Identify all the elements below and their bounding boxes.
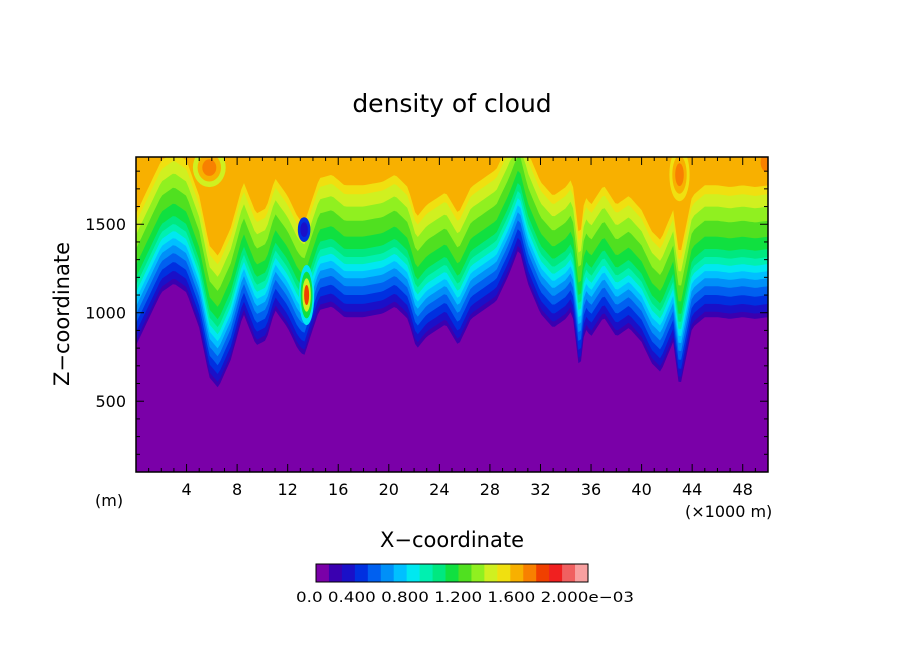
colorbar-swatch: [562, 564, 576, 582]
colorbar-swatch: [510, 564, 524, 582]
colorbar-labels: 0.0 0.400 0.800 1.200 1.600 2.000e−03: [296, 590, 634, 606]
y-tick-label: 1000: [85, 304, 126, 323]
cloud-density-bands: [136, 157, 768, 388]
x-axis-title: X−coordinate: [380, 528, 524, 552]
density-core-4-1: [760, 157, 768, 172]
colorbar-frame: [315, 563, 589, 583]
x-tick-label: 40: [631, 480, 651, 499]
x-tick-label: 20: [379, 480, 399, 499]
x-tick-label: 12: [278, 480, 298, 499]
colorbar-swatch: [419, 564, 433, 582]
x-tick-label: 24: [429, 480, 449, 499]
colorbar-swatch: [458, 564, 472, 582]
colorbar-swatch: [393, 564, 408, 582]
colorbar-swatch: [354, 564, 369, 582]
colorbar-swatch: [549, 564, 563, 582]
density-core-1-1: [300, 222, 308, 238]
x-tick-label: 32: [530, 480, 550, 499]
y-axis: 500 1000 1500: [85, 170, 768, 455]
colorbar-swatch: [406, 564, 421, 582]
y-tick-label: 1500: [85, 215, 126, 234]
colorbar-swatch: [380, 564, 395, 582]
density-core-0-3: [304, 285, 310, 305]
colorbar-swatch: [341, 564, 356, 582]
colorbar-swatch: [328, 564, 343, 582]
colorbar-swatch: [445, 564, 459, 582]
y-axis-title: Z−coordinate: [50, 242, 74, 386]
x-unit-label: (×1000 m): [685, 502, 772, 521]
colorbar: [315, 563, 589, 583]
x-tick-label: 28: [480, 480, 500, 499]
y-tick-label: 500: [95, 392, 126, 411]
x-tick-label: 4: [181, 480, 191, 499]
colorbar-swatch: [432, 564, 446, 582]
colorbar-swatch: [497, 564, 511, 582]
colorbar-swatch: [484, 564, 498, 582]
chart-title: density of cloud: [352, 89, 551, 118]
x-tick-label: 8: [232, 480, 242, 499]
x-tick-label: 16: [328, 480, 348, 499]
colorbar-swatch: [575, 564, 589, 582]
x-tick-label: 44: [682, 480, 702, 499]
colorbar-swatch: [316, 564, 330, 582]
y-unit-label: (m): [95, 491, 123, 510]
x-tick-label: 36: [581, 480, 601, 499]
density-core-2-2: [202, 159, 217, 176]
contour-field: [136, 157, 768, 472]
density-band-15: [136, 157, 768, 256]
density-core-3-2: [675, 163, 684, 187]
colorbar-swatch: [536, 564, 550, 582]
x-tick-label: 48: [733, 480, 753, 499]
x-axis: 4 8 12 16 20 24 28 32 36 40 44 48: [148, 157, 756, 499]
colorbar-swatch: [523, 564, 537, 582]
colorbar-swatch: [471, 564, 485, 582]
colorbar-swatch: [367, 564, 382, 582]
